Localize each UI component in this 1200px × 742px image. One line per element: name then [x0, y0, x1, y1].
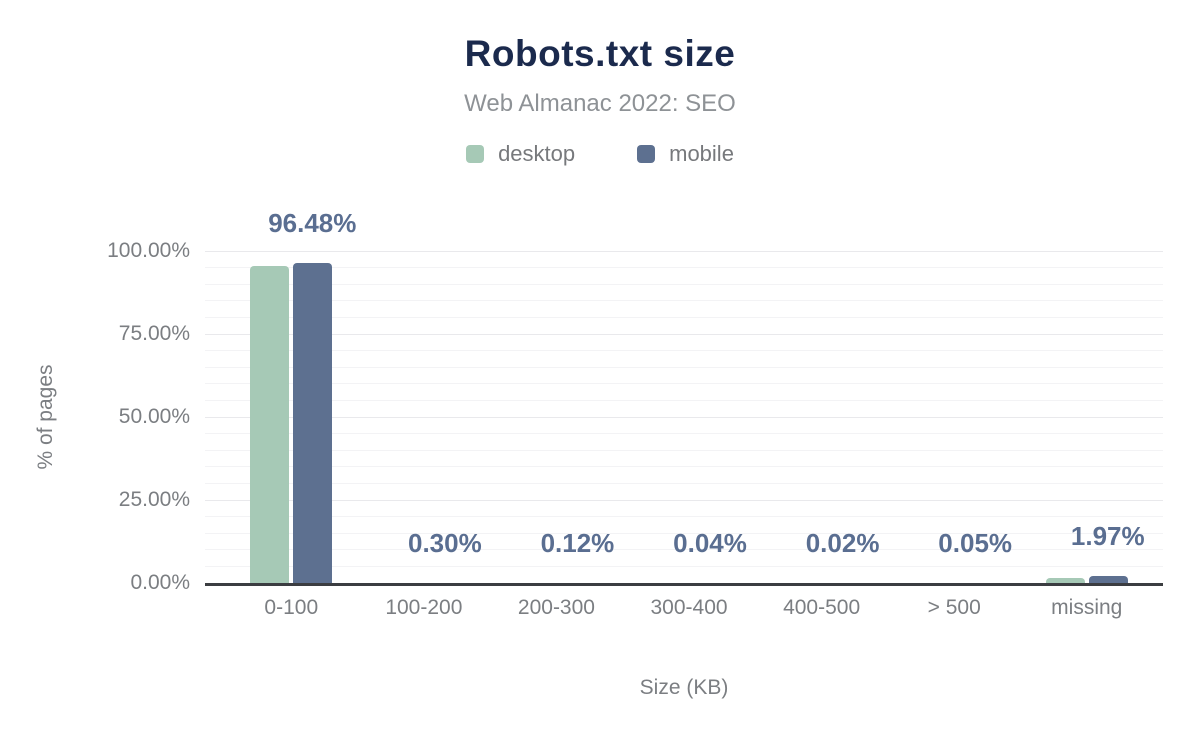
- desktop-swatch: [466, 145, 485, 163]
- x-category-label-0-100: 0-100: [264, 596, 319, 619]
- x-category-label-400-500: 400-500: [783, 596, 861, 619]
- x-category-label-> 500: > 500: [927, 596, 981, 619]
- bar-desktop-missing[interactable]: [1045, 577, 1085, 583]
- bar-mobile-0-100[interactable]: [293, 262, 333, 583]
- chart-title: Robots.txt size: [464, 33, 736, 74]
- minor-gridline: [205, 482, 1163, 484]
- data-label-0-100: 96.48%: [268, 207, 357, 238]
- data-label-200-300: 0.12%: [540, 528, 615, 558]
- category-column-0-100: 96.48%: [225, 209, 358, 583]
- major-gridline: [205, 416, 1163, 418]
- minor-gridline: [205, 433, 1163, 435]
- data-label-100-200: 0.30%: [407, 528, 482, 558]
- legend-label-mobile: mobile: [669, 141, 734, 166]
- y-tick-label: 25.00%: [118, 488, 190, 511]
- plot-area: 96.48% 0.30% 0.12% 0.04% 0.02% 0.05% 1.97%: [205, 209, 1163, 586]
- minor-gridline: [205, 383, 1163, 385]
- category-column-> 500: 0.05%: [888, 251, 1021, 583]
- y-tick-label: 75.00%: [118, 322, 190, 345]
- category-column-200-300: 0.12%: [490, 251, 623, 583]
- minor-gridline: [205, 449, 1163, 451]
- y-tick-label: 100.00%: [107, 239, 190, 262]
- minor-gridline: [205, 466, 1163, 468]
- minor-gridline: [205, 516, 1163, 518]
- category-column-400-500: 0.02%: [755, 251, 888, 583]
- bar-columns: 96.48% 0.30% 0.12% 0.04% 0.02% 0.05% 1.97%: [225, 209, 1153, 583]
- legend: desktop mobile: [0, 141, 1200, 167]
- minor-gridline: [205, 316, 1163, 318]
- legend-label-desktop: desktop: [498, 141, 576, 166]
- category-column-300-400: 0.04%: [623, 251, 756, 583]
- minor-gridline: [205, 565, 1163, 567]
- legend-item-desktop[interactable]: desktop: [466, 141, 575, 167]
- category-column-100-200: 0.30%: [358, 251, 491, 583]
- minor-gridline: [205, 283, 1163, 285]
- mobile-swatch: [637, 145, 656, 163]
- y-tick-label: 50.00%: [118, 405, 190, 428]
- x-axis-categories: 0-100 100-200 200-300 300-400 400-500 > 500 mi…: [225, 596, 1153, 620]
- x-axis-line: [205, 583, 1163, 586]
- x-category-label-300-400: 300-400: [650, 596, 728, 619]
- minor-gridline: [205, 399, 1163, 401]
- bar-desktop-0-100[interactable]: [250, 265, 290, 583]
- chart-subtitle: Web Almanac 2022: SEO: [464, 90, 736, 117]
- minor-gridline: [205, 267, 1163, 269]
- major-gridline: [205, 333, 1163, 335]
- x-category-label-200-300: 200-300: [517, 596, 595, 619]
- data-label-300-400: 0.04%: [673, 528, 747, 558]
- x-category-label-missing: missing: [1051, 596, 1123, 619]
- minor-gridline: [205, 532, 1163, 534]
- minor-gridline: [205, 350, 1163, 352]
- bar-mobile-missing[interactable]: [1088, 576, 1128, 583]
- x-axis-title: Size (KB): [639, 676, 729, 699]
- data-label-400-500: 0.02%: [805, 528, 880, 558]
- major-gridline: [205, 499, 1163, 501]
- data-label-> 500: 0.05%: [938, 528, 1013, 558]
- minor-gridline: [205, 300, 1163, 302]
- legend-item-mobile[interactable]: mobile: [637, 141, 734, 167]
- x-category-label-100-200: 100-200: [385, 596, 463, 619]
- y-tick-label: 0.00%: [130, 571, 190, 594]
- minor-gridline: [205, 549, 1163, 551]
- data-label-missing: 1.97%: [1070, 521, 1145, 552]
- minor-gridline: [205, 366, 1163, 368]
- category-column-missing: 1.97%: [1020, 251, 1153, 583]
- major-gridline: [205, 250, 1163, 252]
